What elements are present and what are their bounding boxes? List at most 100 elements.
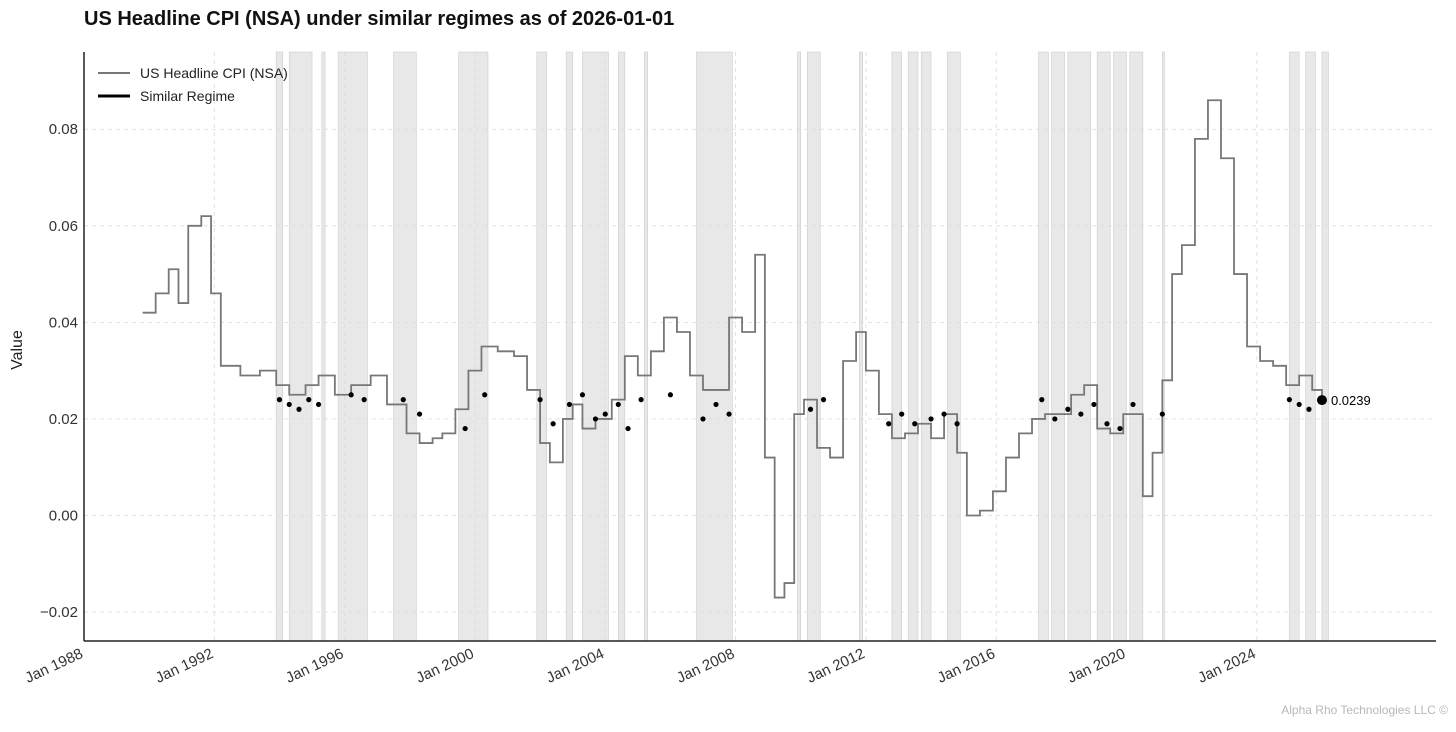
similar-regime-point	[602, 411, 608, 417]
similar-regime-point	[1104, 421, 1110, 427]
regime-band	[288, 51, 313, 642]
similar-regime-point	[820, 397, 827, 403]
similar-regime-point	[625, 425, 631, 432]
similar-regime-point	[713, 401, 719, 408]
x-tick-label: Jan 1988	[23, 645, 86, 686]
last-value-label: 0.0239	[1331, 393, 1371, 408]
x-tick-label: Jan 2008	[674, 645, 737, 686]
regime-band	[582, 51, 609, 642]
regime-band	[1113, 51, 1127, 642]
copyright-footer: Alpha Rho Technologies LLC ©	[1281, 703, 1448, 717]
similar-regime-point	[306, 397, 312, 403]
similar-regime-point	[276, 397, 283, 403]
similar-regime-point	[638, 397, 644, 403]
similar-regime-point	[482, 392, 488, 398]
similar-regime-point	[361, 397, 367, 403]
legend-label-regime: Similar Regime	[140, 88, 235, 104]
similar-regime-point	[941, 411, 947, 417]
x-tick-label: Jan 1992	[153, 645, 216, 686]
similar-regime-point	[928, 416, 934, 422]
similar-regime-point	[886, 421, 892, 427]
grid-layer	[83, 52, 1436, 641]
similar-regime-point	[592, 416, 599, 422]
regime-band	[920, 51, 932, 642]
y-tick-label: 0.02	[49, 411, 78, 428]
regime-band	[1305, 51, 1316, 642]
similar-regime-point	[462, 425, 468, 432]
similar-regime-point	[1130, 401, 1136, 408]
similar-regime-point	[537, 397, 543, 403]
regime-band	[806, 51, 821, 642]
similar-regime-point	[1296, 401, 1302, 408]
regime-band	[536, 51, 547, 642]
similar-regime-point	[296, 406, 302, 412]
similar-regime-point	[1039, 397, 1045, 403]
x-tick-label: Jan 2004	[544, 645, 607, 686]
similar-regime-point	[700, 416, 706, 422]
similar-regime-point	[566, 401, 573, 408]
regime-band	[617, 51, 626, 642]
y-tick-label: −0.02	[40, 604, 78, 621]
regime-band	[797, 51, 802, 642]
y-tick-label: 0.04	[49, 314, 78, 331]
series-cpi-line	[142, 99, 1323, 599]
similar-regime-point	[286, 401, 292, 408]
similar-regime-point	[315, 401, 322, 408]
regime-band	[1321, 51, 1329, 642]
regime-band	[1038, 51, 1049, 642]
x-tick-label: Jan 2024	[1195, 645, 1258, 686]
x-tick-label: Jan 2020	[1065, 645, 1128, 686]
legend-label-cpi: US Headline CPI (NSA)	[140, 65, 288, 81]
similar-regime-point	[1078, 411, 1084, 417]
similar-regime-point	[667, 392, 674, 398]
x-tick-label: Jan 2012	[804, 645, 867, 686]
regime-band	[337, 51, 368, 642]
regime-band	[565, 51, 573, 642]
similar-regime-point	[1091, 401, 1097, 408]
y-axis-label: Value	[9, 330, 26, 370]
regime-band	[1096, 51, 1111, 642]
similar-regime-point	[912, 421, 918, 427]
regime-band	[275, 51, 284, 642]
last-value-marker	[1316, 395, 1327, 406]
similar-regime-point	[954, 421, 960, 427]
regime-band	[1051, 51, 1065, 642]
similar-regime-point	[1159, 411, 1165, 417]
y-tick-label: 0.06	[49, 218, 78, 235]
regime-band	[907, 51, 919, 642]
similar-regime-point	[416, 411, 423, 417]
x-tick-label: Jan 1996	[283, 645, 346, 686]
x-tick-label: Jan 2016	[935, 645, 998, 686]
similar-regime-point	[400, 397, 406, 403]
regime-shading-layer	[275, 51, 1329, 642]
series-layer: 0.0239	[142, 99, 1371, 599]
y-tick-label: 0.08	[49, 121, 78, 138]
similar-regime-point	[807, 406, 814, 412]
similar-regime-point	[550, 421, 556, 427]
regime-band	[644, 51, 648, 642]
regime-band	[947, 51, 961, 642]
regime-band	[321, 51, 326, 642]
regime-band	[1067, 51, 1091, 642]
similar-regime-point	[1052, 416, 1058, 422]
regime-band	[1129, 51, 1144, 642]
regime-band	[1162, 51, 1165, 642]
similar-regime-point	[899, 411, 905, 417]
similar-regime-point	[1306, 406, 1312, 412]
y-tick-label: 0.00	[49, 507, 78, 524]
similar-regime-point	[615, 401, 621, 408]
regime-band	[859, 51, 863, 642]
similar-regime-point	[726, 411, 732, 417]
similar-regime-point	[1065, 406, 1071, 412]
similar-regime-point	[1117, 425, 1123, 432]
similar-regime-point	[579, 392, 586, 398]
similar-regime-point	[1286, 397, 1292, 403]
similar-regime-point	[348, 392, 354, 398]
regime-band	[696, 51, 733, 642]
legend: US Headline CPI (NSA) Similar Regime	[98, 65, 288, 104]
regime-band	[393, 51, 417, 642]
x-tick-label: Jan 2000	[413, 645, 476, 686]
chart-title: US Headline CPI (NSA) under similar regi…	[84, 8, 675, 30]
